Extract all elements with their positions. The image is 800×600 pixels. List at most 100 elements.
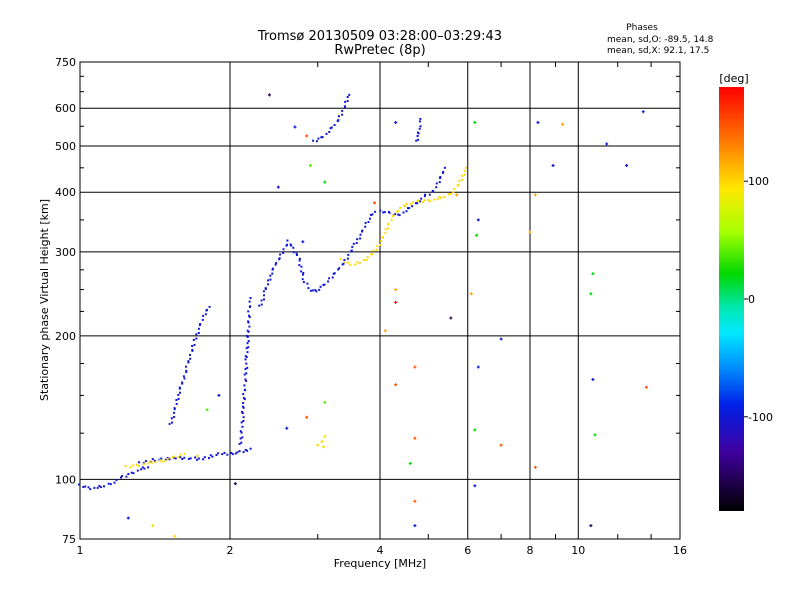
- trace-dot: [333, 124, 336, 126]
- trace-dot: [263, 298, 265, 301]
- trace-dot: [383, 211, 386, 214]
- trace-dot: [375, 248, 378, 251]
- trace-dot: [346, 96, 349, 98]
- trace-dot: [158, 459, 161, 462]
- trace-dot: [439, 176, 442, 178]
- trace-dot: [245, 334, 248, 337]
- echo-point: [536, 121, 540, 125]
- trace-dot: [241, 410, 243, 413]
- trace-dot: [246, 366, 249, 369]
- trace-dot: [292, 251, 295, 254]
- echo-point: [320, 440, 324, 444]
- trace-dot: [78, 483, 80, 486]
- y-axis-title: Stationary phase Virtual Height [km]: [38, 199, 51, 401]
- trace-dot: [338, 267, 341, 270]
- trace-dot: [244, 388, 247, 391]
- trace-dot: [87, 486, 90, 489]
- trace-dot: [416, 199, 419, 202]
- trace-dot: [160, 457, 163, 460]
- echo-point: [561, 122, 565, 126]
- trace-dot: [187, 361, 190, 364]
- trace-dot: [241, 425, 244, 428]
- echo-point: [408, 461, 412, 465]
- trace-dot: [419, 125, 422, 128]
- trace-dot: [178, 386, 181, 389]
- trace-dot: [103, 485, 105, 488]
- trace-dot: [286, 243, 288, 246]
- trace-dot: [346, 100, 349, 102]
- trace-dot: [418, 127, 421, 130]
- trace-dot: [302, 272, 305, 274]
- trace-dot: [195, 333, 198, 336]
- trace-dot: [179, 391, 181, 394]
- trace-dot: [312, 139, 315, 142]
- trace-dot: [411, 205, 414, 208]
- trace-dot: [317, 137, 320, 140]
- trace-dot: [416, 202, 419, 205]
- trace-dot: [463, 169, 466, 172]
- trace-dot: [160, 460, 163, 463]
- echo-point: [173, 534, 177, 538]
- trace-dot: [438, 196, 441, 198]
- trace-dot: [260, 303, 263, 306]
- trace-dot: [322, 283, 325, 286]
- trace-dot: [127, 473, 130, 475]
- plot-area: 1 2 4 6 8 10 16 75 100 200 300 400 500 600 750: [55, 56, 687, 557]
- trace-dot: [247, 321, 250, 324]
- trace-dot: [359, 233, 362, 236]
- trace-dot: [439, 177, 442, 180]
- grid-lines: [80, 62, 680, 539]
- colorbar-ticks: 100 0 -100: [744, 175, 773, 424]
- x-tick-label: 4: [377, 544, 384, 557]
- trace-dot: [191, 345, 194, 347]
- trace-dot: [267, 283, 270, 286]
- trace-dot: [271, 267, 274, 270]
- trace-dot: [170, 417, 173, 420]
- trace-dot: [197, 332, 200, 334]
- trace-dot: [239, 437, 242, 440]
- trace-dot: [298, 259, 301, 262]
- trace-dot: [387, 222, 390, 225]
- trace-dot: [424, 193, 427, 196]
- y-tick-label: 100: [55, 473, 76, 486]
- y-tick-label: 600: [55, 102, 76, 115]
- echo-point: [473, 484, 477, 488]
- y-tick-label: 500: [55, 140, 76, 153]
- trace-dot: [347, 253, 350, 256]
- echo-point: [373, 201, 377, 205]
- trace-dot: [314, 289, 317, 292]
- trace-dot: [298, 257, 301, 260]
- echo-point: [267, 93, 271, 97]
- trace-dot: [419, 117, 422, 120]
- echo-point: [644, 385, 648, 389]
- trace-dot: [201, 318, 204, 321]
- trace-dot: [275, 262, 278, 264]
- trace-dot: [461, 174, 464, 177]
- y-tick-label: 750: [55, 56, 76, 69]
- trace-dot: [181, 382, 184, 385]
- echo-point: [217, 393, 221, 397]
- trace-dot: [246, 342, 249, 345]
- phase-stats-x: mean, sd,X: 92.1, 17.5: [607, 46, 709, 56]
- trace-dot: [202, 314, 205, 317]
- trace-dot: [397, 210, 400, 212]
- trace-dot: [269, 274, 272, 277]
- trace-dot: [409, 203, 412, 205]
- trace-dot: [339, 258, 342, 261]
- trace-dot: [113, 481, 116, 484]
- x-tick-label: 8: [527, 544, 534, 557]
- trace-dot: [271, 272, 274, 275]
- trace-dot: [199, 323, 202, 325]
- echo-point: [589, 524, 593, 528]
- echo-point: [301, 240, 305, 244]
- echo-point: [394, 121, 398, 125]
- y-tick-label: 300: [55, 246, 76, 259]
- echo-point: [475, 233, 479, 237]
- trace-dot: [185, 371, 188, 374]
- trace-dot: [267, 279, 269, 282]
- echo-point: [413, 524, 417, 528]
- trace-dot: [417, 138, 420, 141]
- x-axis-ticks: 1 2 4 6 8 10 16: [77, 544, 688, 557]
- trace-dot: [206, 308, 208, 311]
- trace-dot: [150, 461, 153, 464]
